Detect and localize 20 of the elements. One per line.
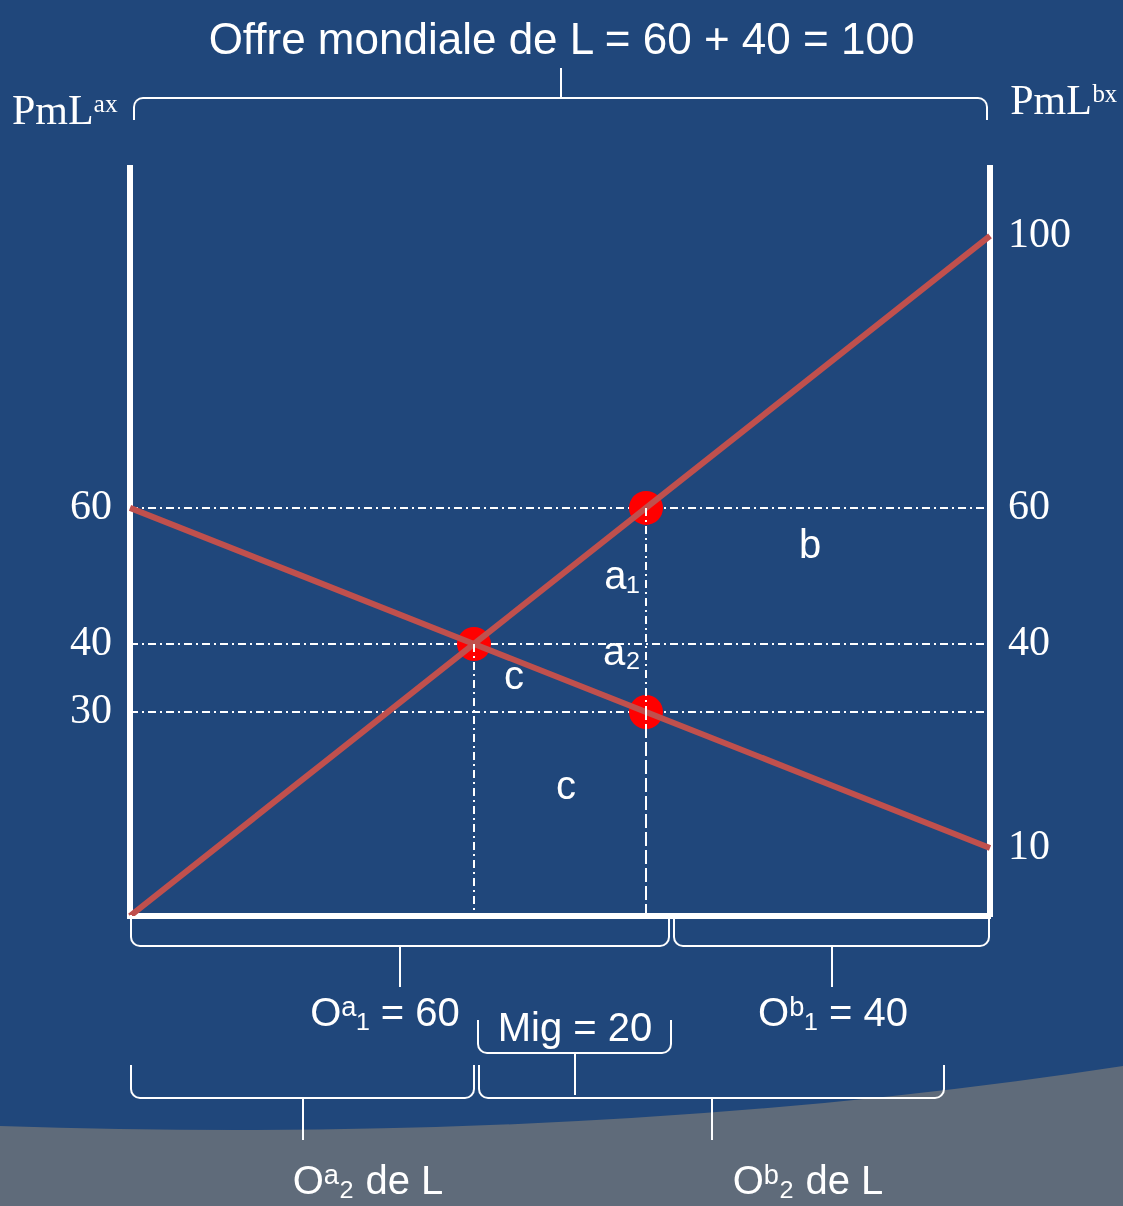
annotation: a₂ xyxy=(603,629,641,674)
y2-tick-label: 100 xyxy=(1008,209,1071,256)
y-tick-label: 60 xyxy=(70,481,112,528)
chart-title: Offre mondiale de L = 60 + 40 = 100 xyxy=(208,13,915,63)
annotation: c xyxy=(504,653,524,698)
text: Oᵃ₂ de L xyxy=(292,1158,444,1203)
text: Oᵃ₁ = 60 xyxy=(310,990,460,1035)
y-tick-label: 30 xyxy=(70,685,112,732)
text: Oᵇ₂ de L xyxy=(732,1158,884,1203)
annotation: a₁ xyxy=(604,553,640,598)
y2-tick-label: 10 xyxy=(1008,822,1050,869)
y-axis-title: PmLᵃˣ xyxy=(12,86,119,133)
y2-axis-title: PmLᵇˣ xyxy=(1010,76,1118,123)
y2-tick-label: 40 xyxy=(1008,617,1050,664)
text: Oᵇ₁ = 40 xyxy=(758,990,908,1035)
annotation: b xyxy=(798,522,822,567)
y-tick-label: 40 xyxy=(70,617,112,664)
annotation: c xyxy=(556,763,576,808)
text: Mig = 20 xyxy=(497,1005,653,1050)
y2-tick-label: 60 xyxy=(1008,481,1050,528)
